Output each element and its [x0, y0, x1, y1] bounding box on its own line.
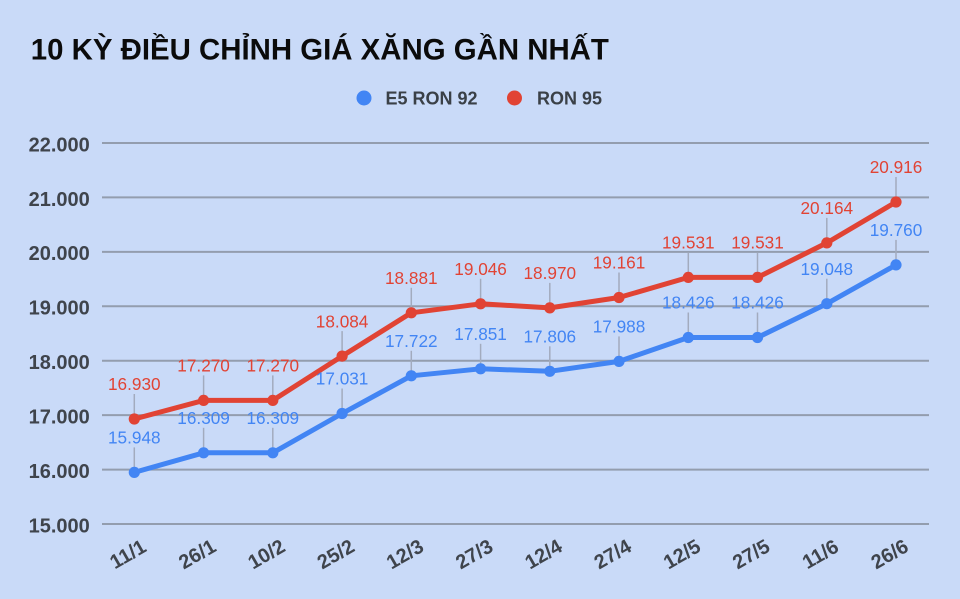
svg-text:19.046: 19.046: [454, 259, 507, 279]
svg-text:18.426: 18.426: [662, 293, 715, 313]
svg-text:18.084: 18.084: [316, 311, 369, 331]
svg-text:21.000: 21.000: [29, 189, 90, 211]
svg-text:20.000: 20.000: [29, 243, 90, 265]
svg-text:17.270: 17.270: [177, 356, 230, 376]
svg-text:17.988: 17.988: [593, 317, 646, 337]
svg-text:20.916: 20.916: [870, 157, 923, 177]
svg-text:18.970: 18.970: [524, 263, 577, 283]
svg-text:18.881: 18.881: [385, 268, 438, 288]
svg-text:17.031: 17.031: [316, 369, 369, 389]
svg-text:17.722: 17.722: [385, 331, 438, 351]
svg-text:17.806: 17.806: [524, 327, 577, 347]
svg-text:16.309: 16.309: [177, 408, 230, 428]
svg-text:10 KỲ ĐIỀU CHỈNH GIÁ XĂNG GẦN: 10 KỲ ĐIỀU CHỈNH GIÁ XĂNG GẦN NHẤT: [31, 32, 609, 66]
svg-text:15.000: 15.000: [29, 515, 90, 537]
svg-text:19.048: 19.048: [801, 259, 854, 279]
svg-text:17.270: 17.270: [247, 356, 300, 376]
svg-text:19.760: 19.760: [870, 220, 923, 240]
svg-text:18.426: 18.426: [731, 293, 784, 313]
svg-text:18.000: 18.000: [29, 352, 90, 374]
svg-text:22.000: 22.000: [29, 134, 90, 156]
svg-text:20.164: 20.164: [801, 198, 854, 218]
svg-text:RON 95: RON 95: [537, 89, 602, 109]
svg-text:19.161: 19.161: [593, 253, 646, 273]
svg-text:E5 RON 92: E5 RON 92: [386, 89, 478, 109]
svg-text:16.000: 16.000: [29, 461, 90, 483]
svg-text:17.000: 17.000: [29, 407, 90, 429]
svg-text:19.531: 19.531: [662, 233, 715, 253]
svg-text:16.930: 16.930: [108, 374, 161, 394]
svg-text:19.531: 19.531: [731, 233, 784, 253]
svg-text:16.309: 16.309: [247, 408, 300, 428]
svg-text:15.948: 15.948: [108, 428, 161, 448]
svg-text:17.851: 17.851: [454, 324, 507, 344]
svg-text:19.000: 19.000: [29, 298, 90, 320]
